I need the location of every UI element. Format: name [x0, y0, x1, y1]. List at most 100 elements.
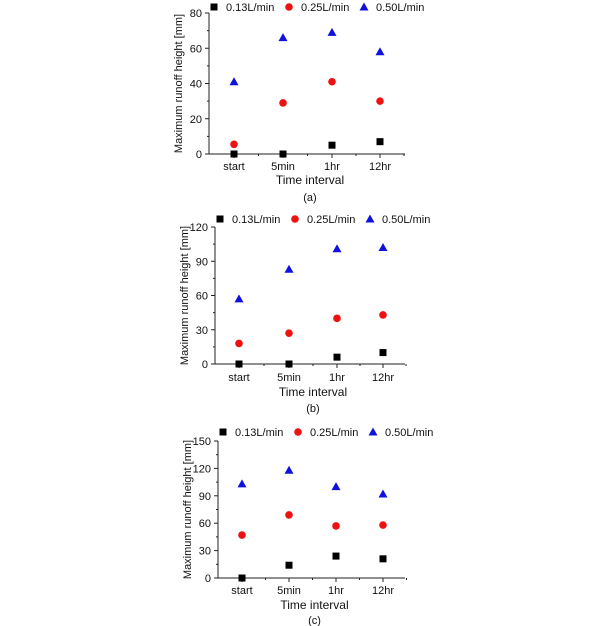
- x-axis-label: Time interval: [276, 173, 344, 187]
- data-point: [279, 150, 287, 158]
- y-tick-label: 80: [190, 8, 202, 20]
- data-point: [375, 47, 385, 56]
- x-tick-label: 12hr: [369, 161, 391, 173]
- data-point: [238, 531, 246, 539]
- data-point: [332, 552, 340, 560]
- y-tick-label: 0: [202, 359, 208, 371]
- data-point: [378, 243, 388, 252]
- y-tick-label: 20: [190, 114, 202, 126]
- panel-label: (a): [303, 192, 316, 204]
- x-tick-label: 1hr: [329, 372, 345, 384]
- data-point: [230, 140, 238, 149]
- data-point: [235, 360, 243, 368]
- data-point: [379, 555, 387, 563]
- y-tick-label: 0: [205, 573, 211, 585]
- legend-label: 0.13L/min: [235, 427, 283, 439]
- legend-label: 0.25L/min: [307, 214, 355, 226]
- y-axis-label: Maximum runoff height [mm]: [173, 14, 185, 153]
- y-tick-label: 60: [190, 43, 202, 55]
- data-point: [378, 489, 388, 498]
- series-0.13L/min: [238, 552, 387, 582]
- data-point: [279, 99, 287, 107]
- legend-marker-circle: [285, 3, 293, 11]
- data-point: [230, 150, 238, 158]
- legend-label: 0.13L/min: [232, 214, 280, 226]
- x-axis-label: Time interval: [280, 598, 348, 612]
- y-axis-label: Maximum runoff height [mm]: [182, 440, 194, 579]
- series-0.25L/min: [230, 77, 384, 149]
- chart-panel-b: 0 30 60 90 120 start 5min 1hr 12hr Maximum runoff…: [179, 214, 430, 415]
- data-point: [284, 465, 294, 474]
- x-tick-label: 12hr: [372, 585, 394, 597]
- data-point: [376, 138, 384, 146]
- legend-label: 0.25L/min: [310, 427, 358, 439]
- data-point: [327, 27, 337, 36]
- data-point: [376, 97, 384, 105]
- data-point: [379, 521, 387, 529]
- x-tick-label: 5min: [277, 585, 301, 597]
- data-point: [332, 244, 342, 253]
- data-point: [328, 77, 336, 86]
- x-tick-label: 1hr: [328, 585, 344, 597]
- legend-marker-triangle: [359, 2, 369, 11]
- legend: 0.13L/min 0.25L/min 0.50L/min: [210, 2, 424, 14]
- data-point: [235, 339, 243, 348]
- data-point: [229, 77, 239, 86]
- y-tick-label: 90: [196, 256, 208, 268]
- legend-label: 0.25L/min: [301, 2, 349, 14]
- data-point: [379, 349, 387, 357]
- x-tick-label: start: [231, 585, 252, 597]
- series-0.50L/min: [234, 243, 388, 303]
- data-point: [379, 311, 387, 319]
- x-tick-label: 5min: [271, 161, 295, 173]
- series-0.13L/min: [235, 349, 387, 368]
- legend-marker-circle: [294, 428, 302, 436]
- x-tick-label: 1hr: [324, 161, 340, 173]
- chart-panel-c: 0 30 60 90 120 150 start 5min 1hr 12hr Maximum run…: [182, 427, 433, 626]
- y-tick-label: 30: [196, 325, 208, 337]
- legend-marker-square: [216, 215, 224, 223]
- y-tick-label: 0: [196, 149, 202, 161]
- panel-label: (b): [306, 403, 319, 415]
- chart-panel-a: 0 20 40 60 80 start 5min 1hr 12hr Maximum runoff …: [173, 2, 424, 204]
- y-tick-label: 30: [199, 546, 211, 558]
- legend-marker-triangle: [368, 427, 378, 436]
- data-point: [332, 522, 340, 530]
- legend-marker-square: [210, 3, 218, 11]
- y-tick-label: 90: [199, 491, 211, 503]
- y-tick-label: 120: [193, 463, 211, 475]
- y-tick-label: 60: [196, 291, 208, 303]
- legend-label: 0.50L/min: [376, 2, 424, 14]
- y-tick-label: 40: [190, 79, 202, 91]
- x-tick-label: start: [223, 161, 244, 173]
- legend: 0.13L/min 0.25L/min 0.50L/min: [219, 427, 433, 439]
- x-tick-label: start: [228, 372, 249, 384]
- data-point: [238, 574, 246, 582]
- series-0.25L/min: [238, 511, 387, 539]
- series-0.13L/min: [230, 138, 384, 158]
- y-axis-label: Maximum runoff height [mm]: [179, 226, 191, 365]
- data-point: [331, 482, 341, 491]
- data-point: [278, 33, 288, 42]
- series-0.25L/min: [235, 311, 387, 348]
- data-point: [285, 360, 293, 368]
- legend-label: 0.13L/min: [226, 2, 274, 14]
- legend-marker-square: [219, 428, 227, 436]
- data-point: [285, 511, 293, 519]
- legend: 0.13L/min 0.25L/min 0.50L/min: [216, 214, 430, 226]
- y-tick-label: 120: [190, 222, 208, 234]
- data-point: [284, 264, 294, 273]
- data-point: [333, 314, 341, 323]
- x-tick-label: 12hr: [372, 372, 394, 384]
- data-point: [328, 141, 336, 149]
- x-axis-label: Time interval: [279, 385, 347, 399]
- data-point: [237, 479, 247, 488]
- legend-label: 0.50L/min: [385, 427, 433, 439]
- data-point: [234, 294, 244, 303]
- y-tick-label: 60: [199, 518, 211, 530]
- series-0.50L/min: [229, 27, 385, 86]
- data-point: [285, 329, 293, 337]
- data-point: [333, 353, 341, 361]
- x-tick-label: 5min: [277, 372, 301, 384]
